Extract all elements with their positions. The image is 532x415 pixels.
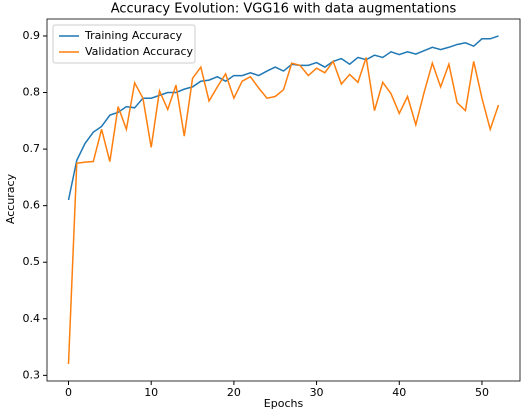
legend-label: Validation Accuracy: [85, 45, 194, 58]
y-tick-label: 0.4: [23, 312, 41, 325]
legend-box: [52, 24, 196, 64]
y-tick-label: 0.3: [23, 368, 41, 381]
y-axis-label: Accuracy: [4, 173, 17, 224]
x-axis-label: Epochs: [264, 397, 304, 410]
plot-frame: [46, 18, 521, 382]
series-line: [67, 35, 499, 201]
x-tick-label: 20: [227, 386, 241, 399]
x-tick-label: 30: [310, 386, 324, 399]
y-tick-label: 0.7: [23, 142, 41, 155]
x-tick-label: 0: [65, 386, 72, 399]
legend-label: Training Accuracy: [84, 29, 183, 42]
series-line: [67, 57, 500, 365]
y-tick-label: 0.9: [23, 29, 41, 42]
chart-title: Accuracy Evolution: VGG16 with data augm…: [111, 2, 457, 17]
y-tick-label: 0.5: [23, 255, 41, 268]
x-tick-label: 40: [392, 386, 406, 399]
y-tick-label: 0.6: [23, 199, 41, 212]
x-tick-label: 50: [475, 386, 489, 399]
x-tick-label: 10: [144, 386, 158, 399]
y-tick-label: 0.8: [23, 86, 41, 99]
